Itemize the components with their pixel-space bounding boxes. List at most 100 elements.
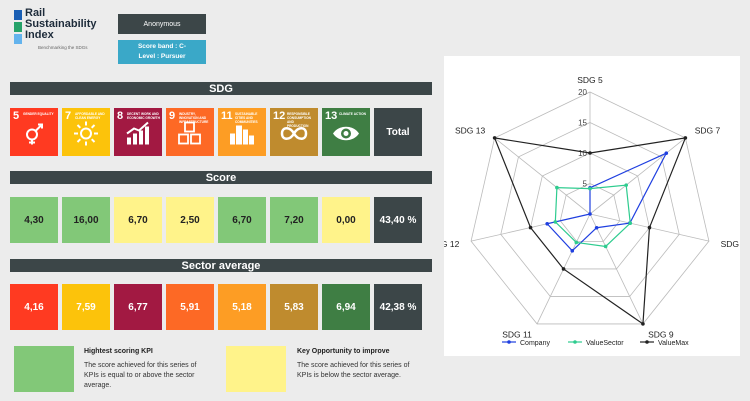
radar-point-valuemax <box>647 225 652 230</box>
radar-point-valuemax <box>641 322 645 326</box>
sdg-number: 12 <box>273 110 286 122</box>
sdg-number: 13 <box>325 110 338 122</box>
sdg-tile-5: 5 GENDER EQUALITY <box>10 108 58 156</box>
score-cell-sdg-11: 6,70 <box>218 197 266 243</box>
legend-marker <box>645 340 649 344</box>
legend-marker <box>573 340 577 344</box>
radar-point-valuesector <box>624 183 628 187</box>
sdg-section-header: SDG <box>10 82 432 95</box>
radar-series-valuemax <box>493 137 687 326</box>
total-header-tile: Total <box>374 108 422 156</box>
radar-axis-label: SDG 8 <box>721 239 740 249</box>
radar-axis-label: SDG 7 <box>695 125 721 135</box>
legend-high-swatch <box>14 346 74 392</box>
score-cell-sdg-8: 6,70 <box>114 197 162 243</box>
radar-spoke <box>589 213 644 325</box>
sdg-tile-13: 13 CLIMATE ACTION <box>322 108 370 156</box>
radar-point-valuesector <box>574 240 579 245</box>
legend-opportunity-desc: The score achieved for this series of KP… <box>297 362 410 379</box>
score-total-cell: 43,40 % <box>374 197 422 243</box>
radar-point-company <box>594 225 599 230</box>
radar-grid-ring <box>500 122 680 297</box>
radar-spoke <box>589 137 686 215</box>
radar-point-valuemax <box>588 151 592 155</box>
radar-point-valuesector <box>588 186 592 191</box>
score-cell-sdg-13: 0,00 <box>322 197 370 243</box>
user-name: Anonymous <box>143 20 181 28</box>
legend-opportunity-swatch <box>226 346 286 392</box>
sdg-label: SUSTAINABLE CITIES AND COMMUNITIES <box>235 112 258 124</box>
level: Level : Pursuer <box>138 53 186 60</box>
legend-label: ValueSector <box>586 340 624 347</box>
radar-axis-label: SDG 13 <box>455 125 486 135</box>
radar-point-valuemax <box>492 136 497 140</box>
radar-point-company <box>545 221 549 226</box>
score-cell-sdg-7: 16,00 <box>62 197 110 243</box>
sdg-section-title: SDG <box>209 82 233 95</box>
infinity-icon <box>279 125 309 148</box>
sdg-label: DECENT WORK AND ECONOMIC GROWTH <box>127 112 160 120</box>
radar-point-company <box>664 151 669 155</box>
growth-chart-icon <box>125 121 151 151</box>
radar-point-company <box>588 212 592 216</box>
radar-series-valuesector <box>554 184 631 248</box>
score-band-box: Score band : C- Level : Pursuer <box>118 40 206 64</box>
rsi-logo: Rail Sustainability Index Benchmarking t… <box>14 8 114 56</box>
sector-average-section-title: Sector average <box>181 259 261 272</box>
sdg-number: 9 <box>169 110 176 122</box>
radar-tick-label: 5 <box>583 180 588 189</box>
logo-line1: Rail <box>25 7 46 19</box>
legend-opportunity-title: Key Opportunity to improve <box>297 348 390 355</box>
score-cell-sdg-12: 7,20 <box>270 197 318 243</box>
score-section-header: Score <box>10 171 432 184</box>
sector-average-cell-sdg-5: 4,16 <box>10 284 58 330</box>
sdg-number: 7 <box>65 110 72 122</box>
legend-marker <box>507 340 511 344</box>
radar-point-valuemax <box>561 267 566 271</box>
logo-line3: Index <box>25 29 54 41</box>
legend-high-title: Hightest scoring KPI <box>84 348 153 355</box>
radar-axis-label: SDG 5 <box>577 75 603 85</box>
sdg-number: 8 <box>117 110 124 122</box>
radar-point-valuesector <box>555 185 559 190</box>
sector-average-cell-sdg-7: 7,59 <box>62 284 110 330</box>
user-name-box: Anonymous <box>118 14 206 34</box>
sector-average-cell-sdg-8: 6,77 <box>114 284 162 330</box>
sector-average-cell-sdg-12: 5,83 <box>270 284 318 330</box>
sdg-tile-8: 8 DECENT WORK AND ECONOMIC GROWTH <box>114 108 162 156</box>
sdg-tile-11: 11 SUSTAINABLE CITIES AND COMMUNITIES <box>218 108 266 156</box>
score-section-title: Score <box>205 171 237 184</box>
logo-tagline: Benchmarking the SDGs <box>38 45 88 50</box>
legend-high-desc: The score achieved for this series of KP… <box>84 362 197 389</box>
sdg-label: RESPONSIBLE CONSUMPTION AND PRODUCTION <box>287 112 311 128</box>
radar-axis-label: SDG 11 <box>502 330 532 340</box>
city-icon <box>228 122 256 151</box>
sdg-number: 11 <box>221 110 233 122</box>
radar-chart: 5 10 15 20 SDG 5 SDG 7 SDG 8 SDG 9 SDG 11 SDG 12 S… <box>444 75 740 347</box>
score-band: Score band : C- <box>137 43 187 50</box>
sector-average-section-header: Sector average <box>10 259 432 272</box>
radar-tick-label: 15 <box>578 119 587 128</box>
legend-label: ValueMax <box>658 340 689 347</box>
sdg-tiles-row: 5 GENDER EQUALITY 7 AFFORDABLE AND CLEAN EN… <box>10 108 422 156</box>
radar-point-valuesector <box>603 244 608 249</box>
sdg-tile-9: 9 INDUSTRY, INNOVATION AND INFRASTRUCTURE <box>166 108 214 156</box>
sector-average-row: 4,16 7,59 6,77 5,91 5,18 5,83 6,94 42,38 % <box>10 284 422 330</box>
sun-icon <box>73 121 99 152</box>
radar-grid-ring <box>530 152 650 270</box>
score-cell-sdg-9: 2,50 <box>166 197 214 243</box>
radar-point-company <box>570 249 575 253</box>
sdg-number: 5 <box>13 110 20 122</box>
radar-axis-label: SDG 12 <box>444 239 460 249</box>
radar-point-valuesector <box>628 221 633 225</box>
radar-chart-panel: 5 10 15 20 SDG 5 SDG 7 SDG 8 SDG 9 SDG 11 SDG 12 S… <box>444 56 740 356</box>
logo-line2: Sustainability <box>25 18 97 30</box>
radar-grid-ring <box>559 183 621 242</box>
eye-icon <box>331 124 361 149</box>
sdg-label: GENDER EQUALITY <box>23 112 54 116</box>
sdg-label: AFFORDABLE AND CLEAN ENERGY <box>75 112 105 120</box>
sdg-tile-7: 7 AFFORDABLE AND CLEAN ENERGY <box>62 108 110 156</box>
radar-point-valuemax <box>528 225 533 230</box>
sector-average-cell-sdg-11: 5,18 <box>218 284 266 330</box>
radar-tick-label: 10 <box>578 149 587 158</box>
